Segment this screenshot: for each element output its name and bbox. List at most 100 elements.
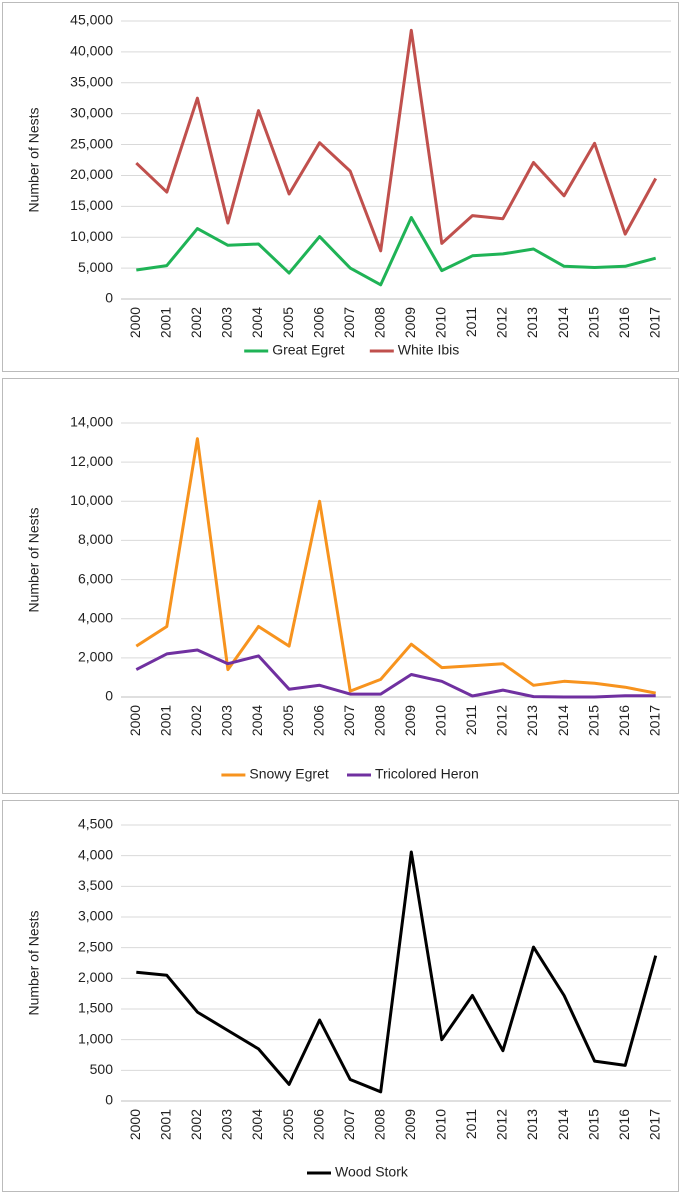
y-tick-label: 10,000 [70,228,113,244]
x-tick-label: 2002 [188,705,204,736]
x-tick-label: 2017 [646,705,662,736]
chart: 0 500 1,000 1,500 2,000 2,500 3,000 3,500 4,000 4… [26,816,671,1180]
legend-label: Wood Stork [335,1164,409,1180]
x-tick-label: 2012 [494,705,510,736]
x-tick-label: 2004 [249,1109,265,1140]
x-tick-label: 2012 [494,307,510,338]
x-tick-label: 2009 [402,307,418,338]
y-tick-label: 2,000 [78,969,113,985]
chart-panel: 0 2,000 4,000 6,000 8,000 10,000 12,000 14,000 N… [2,378,679,794]
x-tick-label: 2003 [219,705,235,736]
y-tick-label: 0 [105,1092,113,1108]
x-tick-label: 2000 [127,1109,143,1140]
y-tick-label: 4,000 [78,846,113,862]
chart: 0 2,000 4,000 6,000 8,000 10,000 12,000 14,000 N… [26,414,671,782]
y-tick-label: 4,500 [78,816,113,832]
x-tick-label: 2015 [585,1109,601,1140]
x-tick-label: 2001 [158,705,174,736]
x-tick-label: 2015 [585,307,601,338]
y-tick-label: 2,500 [78,938,113,954]
chart-panel: 0 500 1,000 1,500 2,000 2,500 3,000 3,500 4,000 4… [2,800,679,1192]
x-tick-label: 2011 [463,307,479,337]
y-tick-label: 2,000 [78,649,113,665]
x-tick-label: 2014 [555,1109,571,1140]
chart: 0 5,000 10,000 15,000 20,000 25,000 30,000 35,0… [26,12,671,358]
x-tick-label: 2009 [402,1109,418,1140]
y-tick-label: 1,500 [78,1000,113,1016]
x-tick-label: 2008 [371,307,387,338]
x-tick-label: 2005 [280,705,296,736]
x-tick-label: 2008 [371,1109,387,1140]
y-tick-label: 3,000 [78,908,113,924]
x-tick-label: 2005 [280,1109,296,1140]
x-tick-label: 2014 [555,705,571,736]
x-tick-label: 2007 [341,705,357,736]
y-tick-label: 5,000 [78,259,113,275]
y-tick-label: 25,000 [70,135,113,151]
series-line [136,216,657,287]
y-axis-label: Number of Nests [26,507,42,612]
x-tick-label: 2017 [646,1109,662,1140]
y-tick-label: 500 [90,1061,114,1077]
x-tick-label: 2013 [524,1109,540,1140]
series-line [135,437,656,695]
x-tick-label: 2016 [616,307,632,338]
x-tick-label: 2002 [188,1109,204,1140]
series-line [135,648,656,699]
legend-label: Great Egret [272,342,344,358]
x-tick-label: 2012 [494,1109,510,1140]
x-tick-label: 2017 [646,307,662,338]
y-tick-label: 40,000 [70,43,113,59]
x-tick-label: 2006 [310,1109,326,1140]
y-tick-label: 45,000 [70,12,113,28]
x-tick-label: 2001 [158,307,174,338]
x-tick-label: 2008 [371,705,387,736]
x-tick-label: 2013 [524,307,540,338]
x-tick-label: 2014 [555,307,571,338]
y-tick-label: 4,000 [78,609,113,625]
x-tick-label: 2006 [310,307,326,338]
x-tick-label: 2007 [341,1109,357,1140]
x-tick-label: 2016 [616,1109,632,1140]
x-tick-label: 2001 [158,1109,174,1140]
x-tick-label: 2010 [433,1109,449,1140]
x-tick-label: 2010 [433,705,449,736]
x-tick-label: 2016 [616,705,632,736]
x-tick-label: 2003 [219,307,235,338]
y-tick-label: 20,000 [70,166,113,182]
y-tick-label: 0 [105,290,113,306]
y-axis-label: Number of Nests [26,910,42,1015]
y-tick-label: 10,000 [70,492,113,508]
y-tick-label: 15,000 [70,197,113,213]
x-tick-label: 2006 [310,705,326,736]
x-tick-label: 2000 [127,705,143,736]
x-tick-label: 2002 [188,307,204,338]
y-tick-label: 1,000 [78,1030,113,1046]
x-tick-label: 2011 [463,705,479,735]
x-tick-label: 2010 [433,307,449,338]
y-tick-label: 0 [105,688,113,704]
y-tick-label: 8,000 [78,531,113,547]
y-tick-label: 6,000 [78,570,113,586]
x-tick-label: 2004 [249,307,265,338]
x-tick-label: 2004 [249,705,265,736]
x-tick-label: 2003 [219,1109,235,1140]
legend-label: Snowy Egret [249,766,328,782]
y-axis-label: Number of Nests [26,107,42,212]
series-line [135,28,658,253]
y-tick-label: 30,000 [70,104,113,120]
y-tick-label: 14,000 [70,414,113,430]
x-tick-label: 2005 [280,307,296,338]
y-tick-label: 12,000 [70,453,113,469]
y-tick-label: 3,500 [78,877,113,893]
x-tick-label: 2011 [463,1109,479,1139]
legend-label: Tricolored Heron [375,766,479,782]
x-tick-label: 2000 [127,307,143,338]
x-tick-label: 2015 [585,705,601,736]
chart-panel: 0 5,000 10,000 15,000 20,000 25,000 30,000 35,0… [2,2,679,372]
x-tick-label: 2013 [524,705,540,736]
legend-label: White Ibis [398,342,459,358]
series-line [136,850,658,1094]
x-tick-label: 2009 [402,705,418,736]
